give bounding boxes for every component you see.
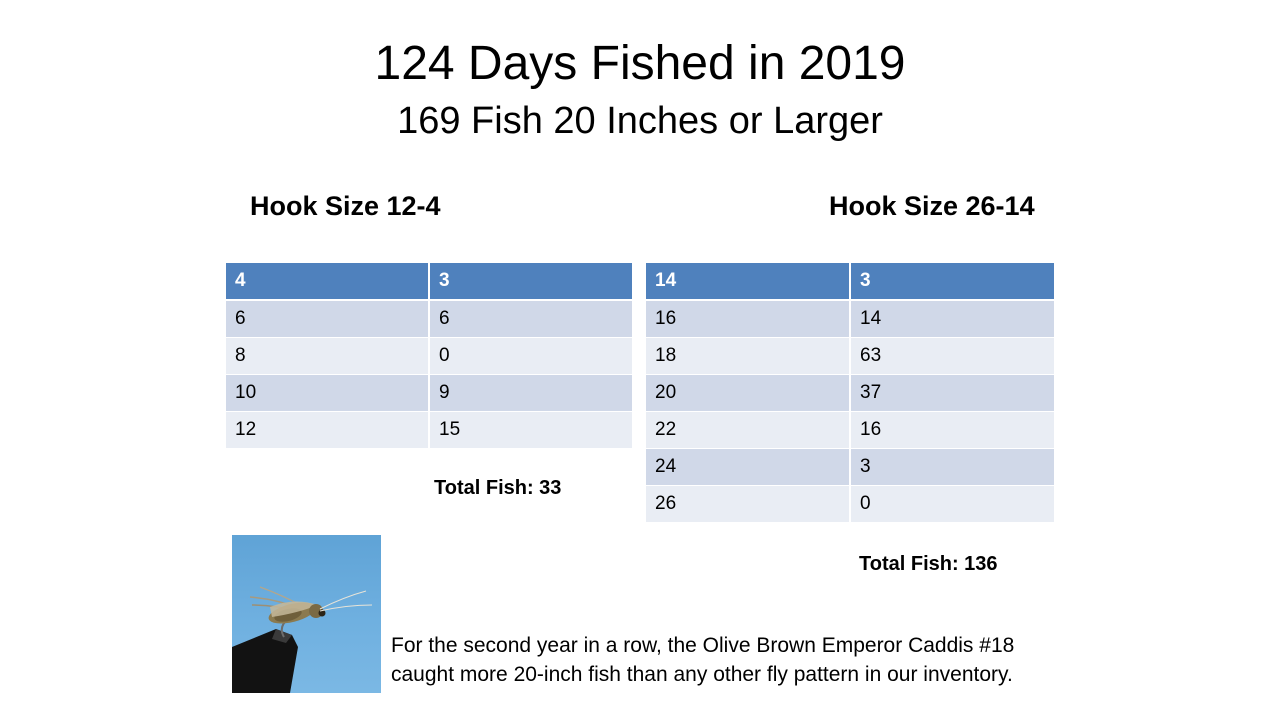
right-hook-table: 14 3 16 14 18 63 20 37 22 16 24 3 26 0 (646, 263, 1054, 523)
table-cell: 22 (646, 410, 851, 449)
caddis-fly-photo (232, 535, 381, 693)
table-header-row: 14 3 (646, 263, 1054, 301)
slide-subtitle: 169 Fish 20 Inches or Larger (397, 100, 883, 142)
table-header-row: 4 3 (226, 263, 632, 301)
table-row: 6 6 (226, 299, 632, 338)
table-cell: 26 (646, 484, 851, 523)
table-cell: 10 (226, 373, 430, 412)
left-table-heading: Hook Size 12-4 (250, 191, 441, 221)
table-row: 10 9 (226, 373, 632, 412)
table-cell: 63 (850, 336, 1054, 375)
table-cell: 37 (850, 373, 1054, 412)
right-total-fish: Total Fish: 136 (859, 553, 998, 575)
table-cell: 14 (850, 299, 1054, 338)
left-hook-table: 4 3 6 6 8 0 10 9 12 15 (226, 263, 632, 449)
left-total-fish: Total Fish: 33 (434, 477, 562, 499)
slide-title: 124 Days Fished in 2019 (374, 37, 906, 90)
table-cell: 24 (646, 447, 851, 486)
caption-text: For the second year in a row, the Olive … (391, 631, 1014, 689)
table-row: 18 63 (646, 336, 1054, 375)
table-row: 26 0 (646, 484, 1054, 523)
table-cell: 6 (429, 299, 632, 338)
table-cell: 18 (646, 336, 851, 375)
table-cell: 8 (226, 336, 430, 375)
table-cell: 20 (646, 373, 851, 412)
right-table-heading: Hook Size 26-14 (829, 191, 1035, 221)
table-row: 16 14 (646, 299, 1054, 338)
table-cell: 15 (429, 410, 632, 449)
table-cell: 0 (850, 484, 1054, 523)
table-cell: 12 (226, 410, 430, 449)
header-cell: 14 (646, 263, 851, 301)
caption-line-2: caught more 20-inch fish than any other … (391, 663, 1013, 686)
table-row: 22 16 (646, 410, 1054, 449)
header-cell: 3 (850, 263, 1054, 301)
table-row: 20 37 (646, 373, 1054, 412)
table-row: 24 3 (646, 447, 1054, 486)
table-cell: 16 (646, 299, 851, 338)
header-cell: 4 (226, 263, 430, 301)
table-cell: 6 (226, 299, 430, 338)
table-row: 12 15 (226, 410, 632, 449)
table-cell: 3 (850, 447, 1054, 486)
caption-line-1: For the second year in a row, the Olive … (391, 634, 1015, 657)
table-row: 8 0 (226, 336, 632, 375)
table-cell: 0 (429, 336, 632, 375)
table-cell: 9 (429, 373, 632, 412)
table-cell: 16 (850, 410, 1054, 449)
header-cell: 3 (429, 263, 632, 301)
